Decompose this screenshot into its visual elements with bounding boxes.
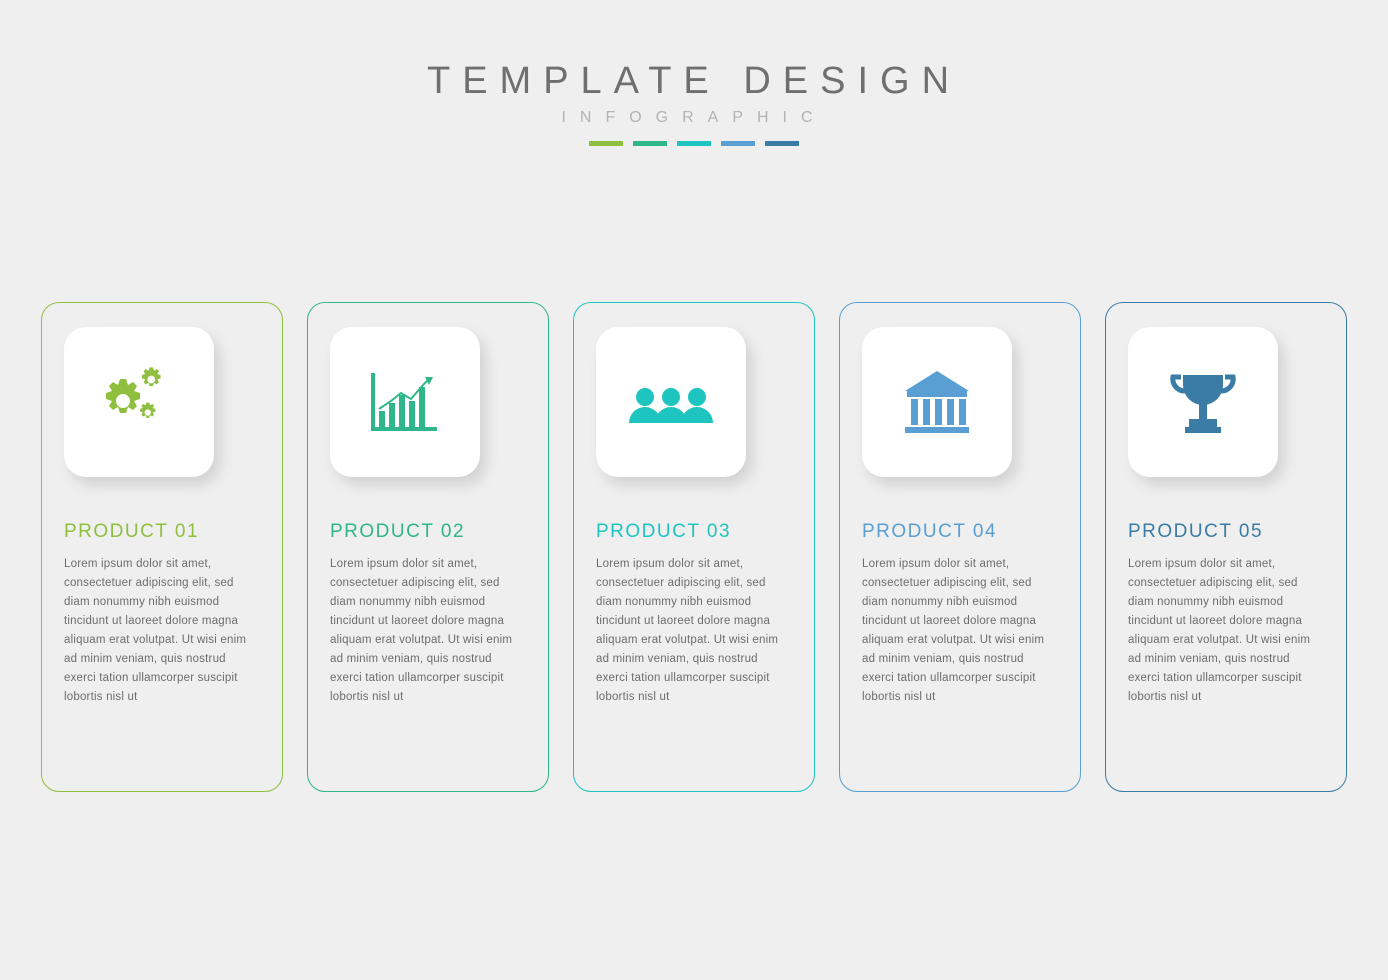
icon-tile-5 (1128, 327, 1278, 477)
dash-1 (589, 141, 623, 146)
dash-3 (677, 141, 711, 146)
icon-tile-4 (862, 327, 1012, 477)
dash-5 (765, 141, 799, 146)
product-card-4: PRODUCT 04 Lorem ipsum dolor sit amet, c… (839, 302, 1081, 792)
trophy-icon (1163, 367, 1243, 437)
header: TEMPLATE DESIGN INFOGRAPHIC (0, 60, 1388, 146)
subtitle: INFOGRAPHIC (0, 109, 1388, 127)
product-card-3: PRODUCT 03 Lorem ipsum dolor sit amet, c… (573, 302, 815, 792)
product-card-2: PRODUCT 02 Lorem ipsum dolor sit amet, c… (307, 302, 549, 792)
card-title-5: PRODUCT 05 (1128, 521, 1324, 543)
card-body-1: Lorem ipsum dolor sit amet, consectetuer… (64, 555, 260, 707)
card-title-4: PRODUCT 04 (862, 521, 1058, 543)
card-body-5: Lorem ipsum dolor sit amet, consectetuer… (1128, 555, 1324, 707)
card-body-2: Lorem ipsum dolor sit amet, consectetuer… (330, 555, 526, 707)
icon-tile-2 (330, 327, 480, 477)
dash-2 (633, 141, 667, 146)
cards-row: PRODUCT 01 Lorem ipsum dolor sit amet, c… (40, 302, 1348, 792)
dash-4 (721, 141, 755, 146)
gears-icon (94, 367, 184, 437)
product-card-1: PRODUCT 01 Lorem ipsum dolor sit amet, c… (41, 302, 283, 792)
card-title-2: PRODUCT 02 (330, 521, 526, 543)
card-title-1: PRODUCT 01 (64, 521, 260, 543)
main-title: TEMPLATE DESIGN (0, 60, 1388, 103)
icon-tile-3 (596, 327, 746, 477)
product-card-5: PRODUCT 05 Lorem ipsum dolor sit amet, c… (1105, 302, 1347, 792)
card-body-4: Lorem ipsum dolor sit amet, consectetuer… (862, 555, 1058, 707)
card-body-3: Lorem ipsum dolor sit amet, consectetuer… (596, 555, 792, 707)
card-title-3: PRODUCT 03 (596, 521, 792, 543)
building-icon (897, 367, 977, 437)
bar-chart-icon (365, 367, 445, 437)
people-icon (623, 375, 719, 429)
icon-tile-1 (64, 327, 214, 477)
accent-dashes (0, 141, 1388, 146)
